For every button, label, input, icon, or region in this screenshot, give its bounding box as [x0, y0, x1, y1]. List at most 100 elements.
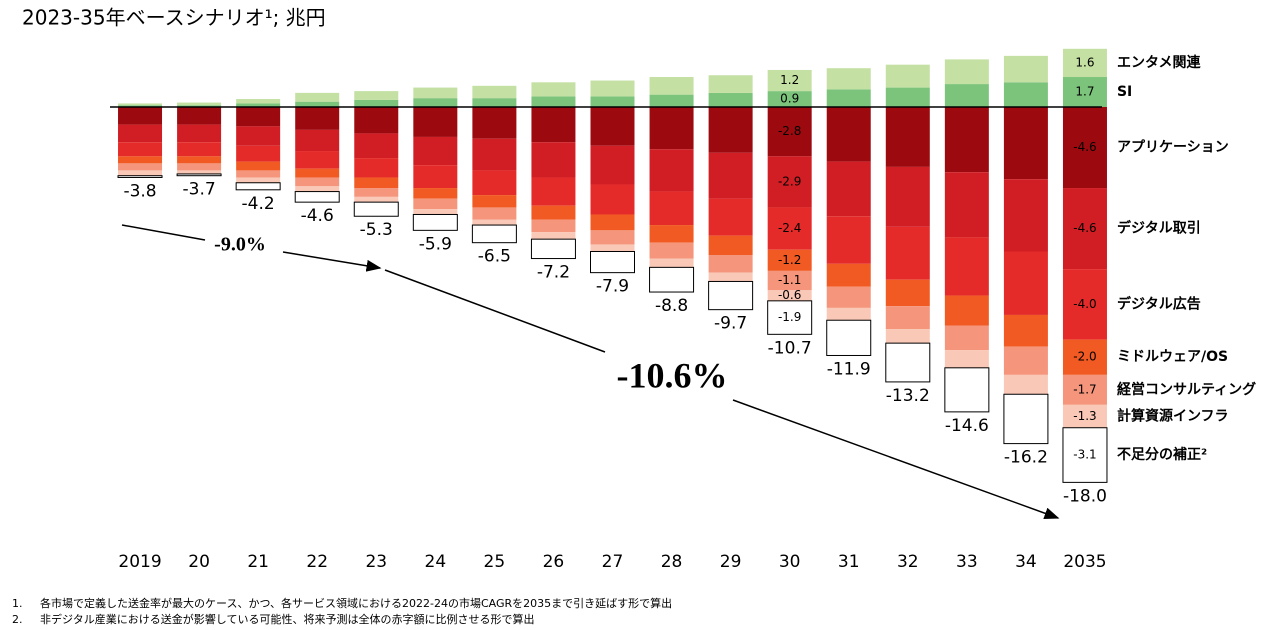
bar-segment: [944, 106, 989, 173]
total-label: -14.6: [945, 416, 989, 436]
trend-arrow: [282, 251, 382, 272]
bar-segment: [649, 225, 694, 243]
bar-segment: [767, 106, 812, 157]
x-tick-label: 2035: [1063, 552, 1106, 572]
bar-segment: [885, 106, 930, 167]
bar-segment: [590, 230, 635, 245]
data-label: 1.7: [1075, 84, 1094, 98]
bar-segment: [177, 105, 222, 107]
bar-segment: [413, 198, 458, 210]
bar-segment: [413, 98, 458, 107]
bar-segment: [826, 307, 871, 321]
total-label: -18.0: [1063, 486, 1107, 506]
footnote: 非デジタル産業における送金が影響している可能性、将来予測は全体の赤字額に比例させ…: [40, 612, 534, 626]
bar-segment: [295, 177, 340, 187]
trend-arrow: [384, 269, 606, 353]
bar-segment: [1003, 251, 1048, 315]
bar-segment: [413, 165, 458, 189]
bar-segment: [826, 286, 871, 308]
data-label: -0.6: [778, 288, 801, 302]
bar-segment: [177, 124, 222, 143]
bar-segment: [944, 84, 989, 107]
bar-segment: [354, 99, 399, 107]
bar-segment: [944, 350, 989, 368]
bar-segment: [236, 103, 281, 107]
bar-segment: [1062, 339, 1107, 375]
trend-arrow: [121, 224, 206, 241]
data-label: 1.6: [1075, 55, 1094, 69]
x-tick-label: 24: [425, 552, 447, 572]
subtitle: 2023-35年ベースシナリオ¹; 兆円: [22, 6, 326, 30]
data-label: -2.8: [778, 124, 801, 138]
total-label: -16.2: [1004, 448, 1048, 468]
bar-segment: [944, 367, 990, 413]
bar-segment: [354, 91, 399, 100]
bar-segment: [236, 145, 281, 162]
bar-segment: [767, 156, 812, 208]
total-label: -3.7: [183, 180, 216, 200]
data-label: -1.3: [1073, 409, 1096, 423]
bar-segment: [1062, 77, 1107, 107]
bar-segment: [531, 177, 576, 206]
bar-segment: [531, 219, 576, 233]
total-label: -13.2: [886, 386, 930, 406]
bar-segment: [826, 263, 871, 287]
bar-segment: [177, 142, 222, 157]
legend-label: ミドルウェア/OS: [1117, 349, 1228, 365]
bar-segment: [236, 177, 281, 183]
bar-segment: [826, 216, 871, 264]
bar-segment: [826, 319, 872, 356]
total-label: -8.8: [655, 296, 688, 316]
bar-segment: [413, 188, 458, 199]
bar-segment: [413, 136, 458, 166]
legend-label: アプリケーション: [1117, 140, 1229, 156]
bar-segment: [826, 89, 871, 107]
bar-segment: [118, 142, 163, 157]
bar-segment: [885, 64, 930, 88]
bar-segment: [1062, 48, 1107, 78]
cagr-label: -9.0%: [214, 234, 266, 256]
bar-segment: [295, 186, 340, 192]
total-label: -5.9: [419, 234, 452, 254]
data-label: -2.0: [1073, 350, 1096, 364]
x-tick-label: 32: [897, 552, 919, 572]
x-tick-label: 31: [838, 552, 860, 572]
bar-segment: [649, 77, 694, 95]
total-label: -9.7: [714, 314, 747, 334]
bar-segment: [236, 170, 281, 178]
bar-segment: [472, 219, 517, 226]
x-tick-label: 27: [602, 552, 624, 572]
data-label: 1.2: [780, 73, 799, 87]
total-label: -7.9: [596, 277, 629, 297]
bar-segment: [412, 213, 458, 231]
bar-segment: [531, 142, 576, 178]
bar-segment: [295, 92, 340, 102]
bar-segment: [885, 279, 930, 307]
bar-segment: [944, 295, 989, 326]
x-tick-label: 26: [543, 552, 565, 572]
bar-segment: [590, 244, 635, 252]
bar-segment: [590, 184, 635, 215]
x-tick-label: 34: [1015, 552, 1037, 572]
bar-segment: [1062, 188, 1107, 270]
bar-segment: [117, 175, 163, 178]
bar-segment: [531, 232, 576, 240]
data-label: -2.4: [778, 221, 801, 235]
bar-segment: [354, 106, 399, 134]
bar-segment: [295, 129, 340, 152]
data-label: -3.1: [1073, 448, 1096, 462]
bar-segment: [1062, 427, 1108, 483]
bar-segment: [1003, 346, 1048, 375]
data-label: -4.6: [1073, 221, 1096, 235]
footnote: 各市場で定義した送金率が最大のケース、かつ、各サービス領域における2022-24…: [40, 596, 672, 610]
bar-segment: [472, 138, 517, 171]
bar-segment: [1003, 314, 1048, 347]
bar-segment: [590, 106, 635, 146]
bar-segment: [295, 101, 340, 107]
legend-label: デジタル取引: [1117, 220, 1201, 237]
data-label: -1.7: [1073, 382, 1096, 396]
bar-segment: [177, 106, 222, 125]
legend-label: エンタメ関連: [1117, 54, 1202, 71]
bar-segment: [708, 272, 753, 282]
data-label: -4.0: [1073, 297, 1096, 311]
